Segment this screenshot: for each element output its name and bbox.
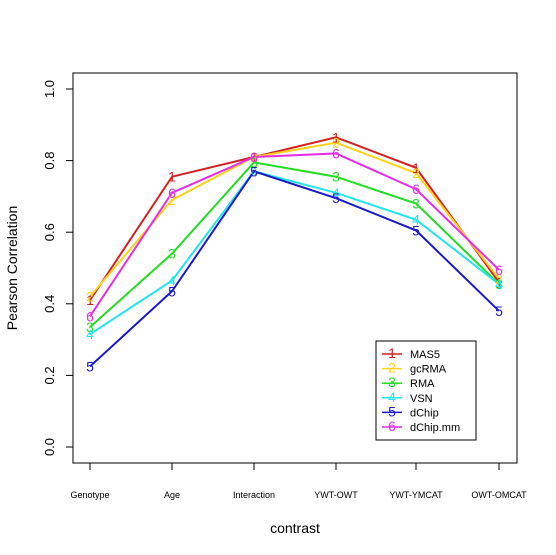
legend-box (375, 340, 477, 441)
legend-marker: 3 (388, 374, 396, 390)
x-tick-label: Interaction (233, 490, 275, 500)
x-tick-label: Genotype (70, 490, 109, 500)
series-line-gcrma (89, 141, 500, 298)
data-point-marker: 6 (332, 145, 340, 161)
data-point-marker: 4 (168, 273, 176, 289)
data-point-marker: 1 (412, 160, 420, 176)
x-tick-label: YWT-OWT (314, 490, 358, 500)
legend-marker: 2 (388, 360, 396, 376)
series-line-dchip (89, 170, 500, 368)
data-point-marker: 1 (250, 149, 258, 165)
data-point-marker: 4 (332, 185, 340, 201)
y-tick-label: 1.0 (42, 80, 57, 98)
legend-marker: 5 (388, 403, 396, 419)
y-tick-label: 0.2 (42, 366, 57, 384)
data-point-marker: 4 (250, 163, 258, 179)
x-axis-title: contrast (270, 520, 320, 536)
y-axis-title: Pearson Correlation (4, 206, 20, 331)
data-point-marker: 4 (86, 326, 94, 342)
y-tick-label: 0.6 (42, 223, 57, 241)
data-point-marker: 3 (250, 154, 258, 170)
data-point-marker: 6 (495, 262, 503, 278)
legend: 1 MAS5 2 gcRMA 3 RMA 4 VSN 5 dChip 6 dChip.mm (375, 340, 477, 441)
y-tick-label: 0.8 (42, 152, 57, 170)
legend-label: VSN (410, 393, 433, 405)
y-tick-label: 0.4 (42, 295, 57, 313)
x-tick-label: Age (164, 490, 180, 500)
data-point-marker: 5 (495, 303, 503, 319)
data-point-marker: 6 (86, 308, 94, 324)
data-point-marker: 5 (332, 190, 340, 206)
data-point-marker: 2 (168, 192, 176, 208)
data-point-marker: 5 (412, 222, 420, 238)
series-line-vsn (89, 170, 500, 336)
legend-marker: 4 (388, 389, 396, 405)
legend-marker: 1 (388, 345, 396, 361)
y-tick-label: 0.0 (42, 438, 57, 456)
series-line-rma (89, 161, 500, 328)
legend-label: RMA (410, 378, 435, 390)
data-point-marker: 3 (332, 169, 340, 185)
y-axis: 0.0 0.2 0.4 0.6 0.8 1.0 (42, 80, 74, 456)
data-point-marker: 2 (250, 149, 258, 165)
data-point-marker: 1 (495, 274, 503, 290)
data-point-marker: 6 (250, 149, 258, 165)
data-point-marker: 1 (168, 169, 176, 185)
legend-label: MAS5 (410, 349, 440, 361)
series-line-dchip-mm (89, 152, 500, 317)
x-tick-label: YWT-YMCAT (389, 490, 443, 500)
data-point-marker: 3 (168, 246, 176, 262)
x-tick-label: OWT-OMCAT (471, 490, 527, 500)
data-point-marker: 2 (86, 289, 94, 305)
data-point-marker: 3 (412, 196, 420, 212)
legend-marker: 6 (388, 418, 396, 434)
series-line-mas5 (89, 136, 500, 301)
data-point-marker: 3 (86, 319, 94, 335)
legend-label: gcRMA (410, 364, 447, 376)
data-point-marker: 3 (495, 276, 503, 292)
data-point-marker: 2 (412, 165, 420, 181)
data-point-marker: 2 (495, 271, 503, 287)
data-point-marker: 4 (495, 276, 503, 292)
data-point-marker: 5 (168, 283, 176, 299)
data-point-marker: 5 (250, 163, 258, 179)
data-point-marker: 6 (412, 181, 420, 197)
data-point-marker: 5 (86, 358, 94, 374)
data-point-marker: 6 (168, 185, 176, 201)
x-axis: Genotype Age Interaction YWT-OWT YWT-YMCAT OW… (70, 462, 527, 500)
data-point-marker: 1 (86, 292, 94, 308)
data-point-marker: 4 (412, 212, 420, 228)
data-point-marker: 1 (332, 129, 340, 145)
legend-label: dChip (410, 407, 439, 419)
data-point-marker: 2 (332, 135, 340, 151)
legend-label: dChip.mm (410, 422, 460, 434)
